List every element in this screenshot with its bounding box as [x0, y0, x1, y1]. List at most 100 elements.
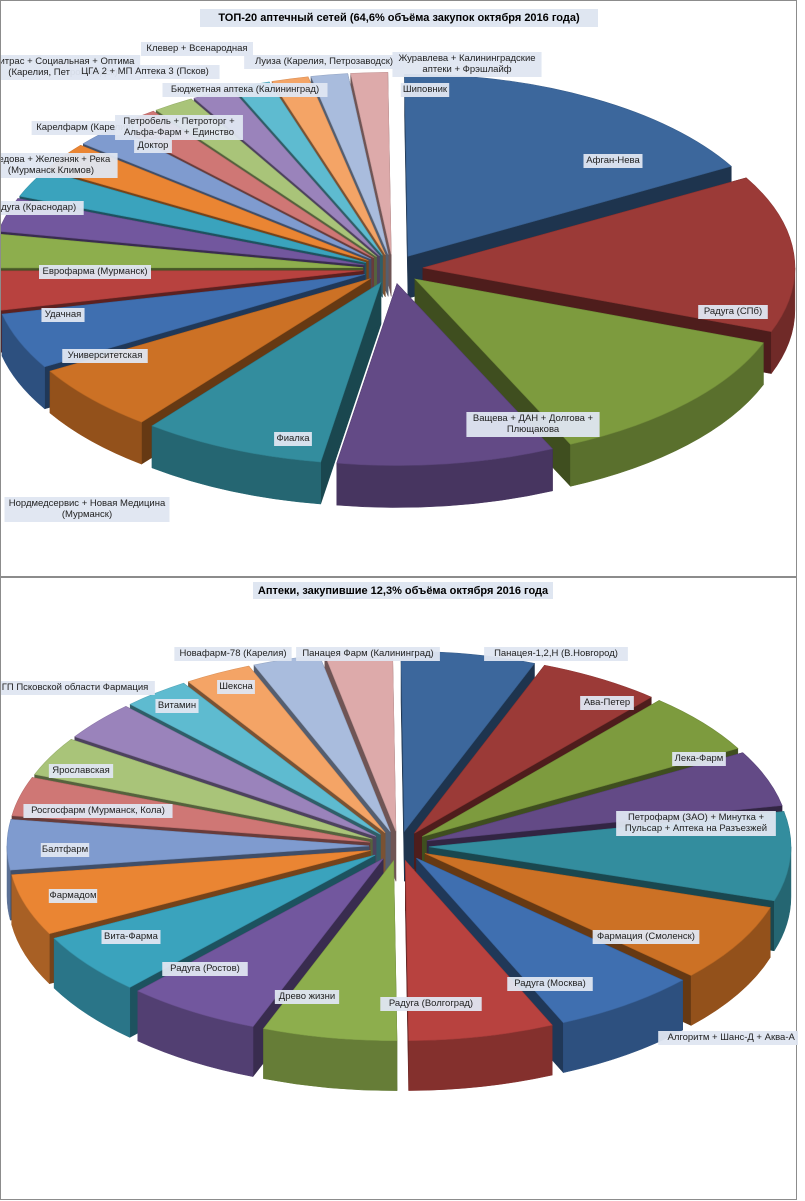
pie-slice-label-text: аптеки + Фрэшлайф: [422, 64, 511, 75]
pie-slice-label-text: Древо жизни: [279, 991, 335, 1002]
pie-slice-label-background: [174, 647, 292, 661]
pie-slice-label-background: [31, 121, 139, 135]
pie-slice-label-background: [466, 412, 600, 437]
pie-slice-top: [424, 853, 771, 976]
pie-slice-label-text: Шиповник: [403, 84, 448, 95]
chart-title: Аптеки, закупившие 12,3% объёма октября …: [258, 585, 549, 597]
pie-slice-label: Клевер + Всенародная: [141, 42, 253, 56]
pie-slice-label-background: [296, 647, 440, 661]
pie-slice-label-text: Вита-Фарма: [104, 931, 159, 942]
pie-slice-label-background: [698, 305, 768, 319]
pie-slice-label: Фиалка: [274, 432, 312, 446]
pie-slice-label-text: Ава-Петер: [584, 697, 630, 708]
pie-slice-label-text: Новафарм-78 (Карелия): [179, 648, 286, 659]
pie-slice-label-text: Еврофарма (Мурманск): [42, 266, 147, 277]
pie-slice-label-background: [62, 349, 148, 363]
chart-title-background: [253, 582, 553, 599]
pie-slice-label-text: Доктор: [138, 140, 169, 151]
pie-slice-label-text: Радуга (Москва): [514, 978, 586, 989]
pie-slice-label-background: [244, 55, 404, 69]
pie-slice-label: Ващева + ДАН + Долгова +Плющакова: [466, 412, 600, 437]
pie-slice-label-background: [4, 497, 170, 522]
pie-slice-label-text: Удачная: [45, 309, 82, 320]
pie-slice-label: Панацея Фарм (Калининград): [296, 647, 440, 661]
pie-slice-label-background: [155, 699, 199, 713]
pie-slice-label-text: Витамин: [158, 700, 196, 711]
pie-slice-label-background: [162, 83, 328, 97]
pie-slice-label-text: Петрофарм (ЗАО) + Минутка +: [628, 812, 765, 823]
pie-slice-label-background: [141, 42, 253, 56]
pie-slice-label: Лека-Фарм: [672, 752, 726, 766]
pie-slice-label: Бюджетная аптека (Калининград): [162, 83, 328, 97]
pie-slice-label-text: Журавлева + Калининградские: [398, 53, 535, 64]
pie-slice-top: [271, 76, 386, 255]
pie-slice-label-background: [70, 65, 220, 79]
pie-slice-label: Радуга (СПб): [698, 305, 768, 319]
pie-slice-label-text: Фармация (Смоленск): [597, 931, 695, 942]
pie-slice-label-background: [40, 843, 90, 857]
pie-slice: [151, 281, 382, 505]
pie-slice-label: Древо жизни: [274, 990, 340, 1004]
pie-slice-label: Ярославская: [48, 764, 114, 778]
pie-slice-label: Петробель + Петроторг +Альфа-Фарм + Един…: [115, 115, 243, 140]
pie-slice-label-text: (Карелия, Петрозаводск): [8, 67, 117, 78]
pie-slice-top: [74, 706, 377, 837]
pie-slice-label-background: [592, 930, 700, 944]
pie-slice-label-text: Ващева + ДАН + Долгова +: [473, 413, 594, 424]
pie-slice-label-text: Афган-Нева: [586, 155, 640, 166]
pie-slice-label: Витамин: [155, 699, 199, 713]
pie-slice-top: [11, 777, 371, 843]
pie-slice-label-text: Росгосфарм (Мурманск, Кола): [31, 805, 165, 816]
pie-slice-label-text: (Мурманск): [62, 509, 112, 520]
pie-slice-label-background: [400, 83, 450, 97]
pie-slice-label-background: [41, 308, 85, 322]
pie-slice-label-text: Лека-Фарм: [675, 753, 724, 764]
pie-slice-label-background: [134, 139, 172, 153]
pie-slice-label: Панацея-1,2,Н (В.Новгород): [484, 647, 628, 661]
pie-slice-label-background: [217, 680, 255, 694]
pie-slice-label-background: [274, 432, 312, 446]
pie-slice-label: Шиповник: [400, 83, 450, 97]
chart-title-group: ТОП-20 аптечный сетей (64,6% объёма заку…: [200, 9, 598, 27]
pie-slice-label: Радуга (Волгоград): [380, 997, 482, 1011]
pie-slice-label-background: [507, 977, 593, 991]
pie-slice-label-text: Пульсар + Аптека на Разъезжей: [625, 823, 767, 834]
pie-slice-label-text: Нордмедсервис + Новая Медицина: [9, 498, 166, 509]
pie-slice-label: Балтфарм: [40, 843, 90, 857]
pie-slice-top: [405, 859, 553, 1041]
pie-slice-top: [1, 274, 366, 368]
pie-slice-label-text: (Мурманск Климов): [8, 165, 94, 176]
pie-slice-label-text: Университетская: [68, 350, 143, 361]
pie-slice-label-text: Карелфарм (Карелия): [36, 122, 134, 133]
pie-slice-label: Радуга (Ростов): [162, 962, 248, 976]
chart-title: ТОП-20 аптечный сетей (64,6% объёма заку…: [218, 12, 580, 24]
pie-slice-label: Шексна: [217, 680, 255, 694]
pie-slice-label: Вита-Фарма: [101, 930, 161, 944]
pie-slice-label-background: [658, 1031, 798, 1045]
pie-slice-top: [416, 857, 684, 1023]
pie-slice-top: [422, 177, 796, 332]
pie-slice-label-text: Седова + Железняк + Река: [1, 154, 111, 165]
pie-slice-label: Фармадом: [48, 889, 98, 903]
chart-12pct-panel: Аптеки, закупившие 12,3% объёма октября …: [0, 577, 798, 1200]
pie-slice-label-text: Панацея Фарм (Калининград): [302, 648, 433, 659]
pie-slice-label-background: [616, 811, 776, 836]
pie-slice-label: Луиза (Карелия, Петрозаводск): [244, 55, 404, 69]
pie-slice-label: Росгосфарм (Мурманск, Кола): [23, 804, 173, 818]
pie-slice-top: [1, 270, 364, 311]
pie-slice-label-background: [484, 647, 628, 661]
pie-slice-label-background: [162, 962, 248, 976]
pie-slice-top: [151, 281, 382, 463]
pie-slice-label: Петрофарм (ЗАО) + Минутка +Пульсар + Апт…: [616, 811, 776, 836]
pie-slice-label: Седова + Железняк + Река(Мурманск Климов…: [1, 153, 118, 178]
pie-slice-label: Алгоритм + Шанс-Д + Аква-А + ДНК: [658, 1031, 798, 1045]
pie-slice-label: Удачная: [41, 308, 85, 322]
pie-slice-label-background: [380, 997, 482, 1011]
pie-slice-top: [49, 278, 371, 423]
chart-title-group: Аптеки, закупившие 12,3% объёма октября …: [253, 582, 553, 599]
pie-slice-label-background: [48, 764, 114, 778]
pie-slice-label-text: ЦГА 2 + МП Аптека 3 (Псков): [81, 66, 209, 77]
pie-slice-top: [310, 73, 389, 255]
pie-slice-label: Доктор: [134, 139, 172, 153]
pie-slice-label-text: Луиза (Карелия, Петрозаводск): [255, 56, 393, 67]
